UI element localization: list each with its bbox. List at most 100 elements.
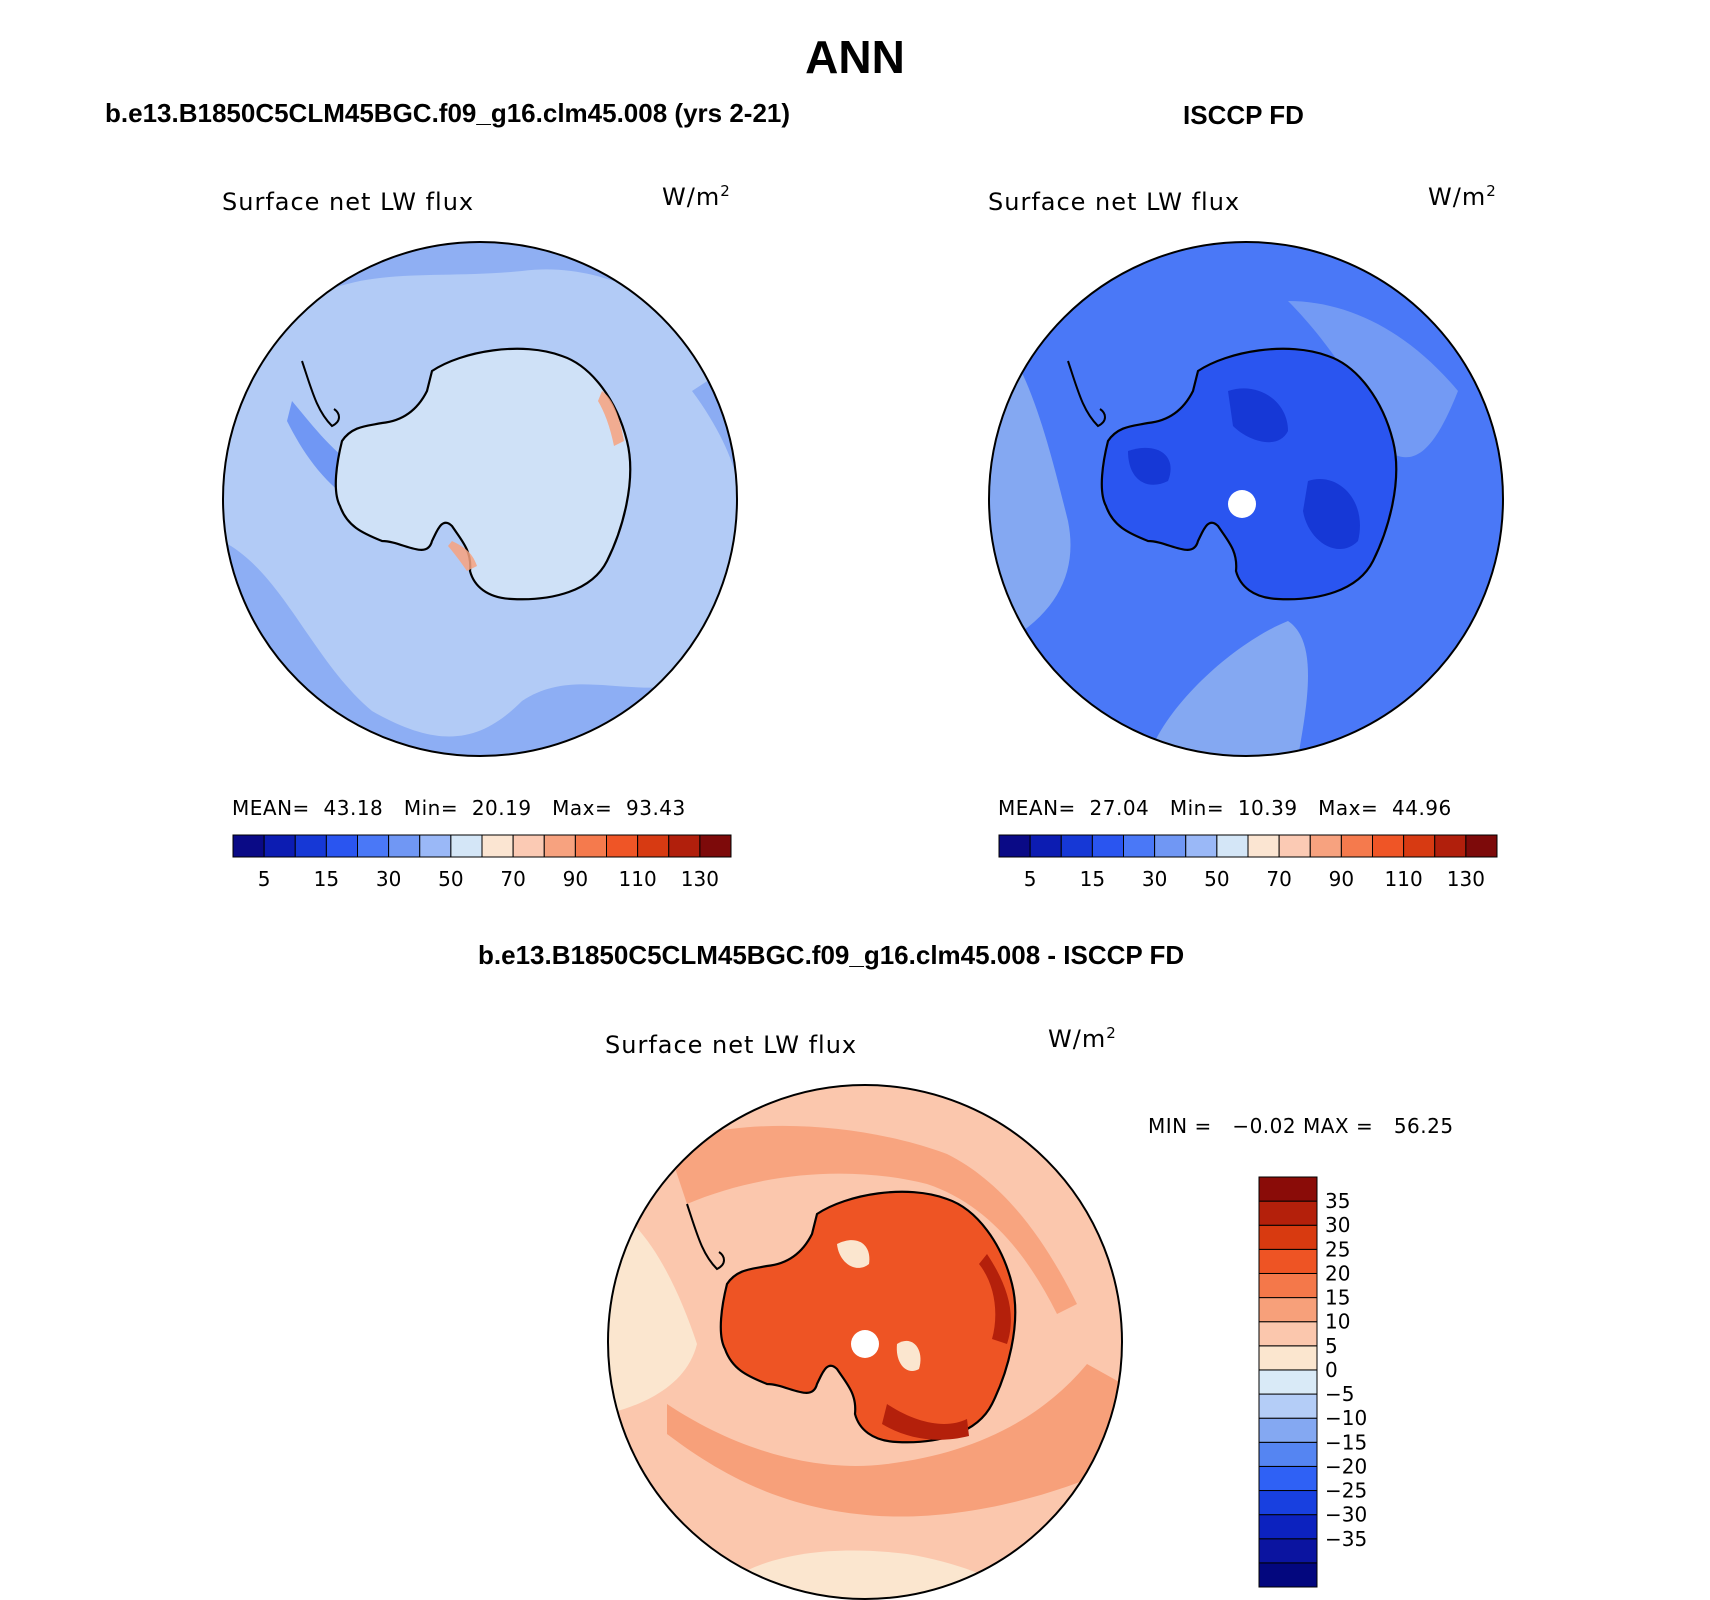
panel3-colorbar-box	[1258, 1417, 1318, 1443]
panel2-colorbar-label: 70	[1266, 867, 1291, 891]
panel1-colorbar-box	[637, 834, 670, 858]
panel3-colorbar-label: 10	[1325, 1310, 1350, 1334]
panel3-peninsula-outline	[686, 1203, 725, 1271]
panel1-colorbar-box	[294, 834, 327, 858]
panel3-deep-patch-east	[979, 1254, 1011, 1344]
panel3-colorbar-box	[1258, 1465, 1318, 1492]
panel3-colorbar-box	[1258, 1441, 1318, 1467]
panel3-light-band-west	[608, 1204, 697, 1414]
panel3-colorbar-box	[1258, 1200, 1318, 1226]
panel1-colorbar-box	[388, 834, 421, 858]
panel2-pole-hole	[1228, 490, 1256, 518]
panel3-colorbar-label: 25	[1325, 1237, 1350, 1261]
panel1-outer-band	[223, 541, 737, 756]
panel3-colorbar-label: −10	[1325, 1406, 1367, 1430]
panel3-colorbar-box	[1258, 1538, 1318, 1564]
panel2-map-border	[988, 241, 1504, 757]
panel1-colorbar-box	[606, 834, 639, 858]
panel3-ring-band	[667, 1364, 1122, 1517]
panel3-deep-patch-south	[882, 1404, 969, 1440]
panel1-colorbar-box	[419, 834, 452, 858]
panel1-colorbar-box	[668, 834, 701, 858]
panel3-colorbar-label: −35	[1325, 1527, 1367, 1551]
panel3-colorbar-label: 35	[1325, 1189, 1350, 1213]
panel2-colorbar-label: 130	[1447, 867, 1485, 891]
panel1-colorbar-label: 70	[500, 867, 525, 891]
panel3-colorbar-box	[1258, 1393, 1318, 1419]
panel1-colorbar-box	[232, 834, 265, 858]
panel1-warm-east-coast	[598, 391, 624, 446]
panel3-colorbar-box	[1258, 1369, 1318, 1395]
panel1-colorbar-label: 130	[681, 867, 719, 891]
panel3-colorbar-label: −30	[1325, 1503, 1367, 1527]
panel3-colorbar-label: −15	[1325, 1430, 1367, 1454]
panel3-colorbar-box	[1258, 1248, 1318, 1274]
panel1-colorbar-label: 30	[376, 867, 401, 891]
panel1-colorbar-box	[263, 834, 296, 858]
panel1-colorbar-box	[543, 834, 576, 858]
panel1-colorbar-box	[512, 834, 545, 858]
panel2-colorbar-label: 30	[1142, 867, 1167, 891]
panel1-colorbar-box	[481, 834, 514, 858]
panel1-colorbar-box	[699, 834, 732, 858]
panel2-colorbar-box	[1434, 834, 1467, 858]
panel3-variable-title: Surface net LW flux	[605, 1031, 858, 1059]
panel1-colorbar-box	[325, 834, 358, 858]
panel3-colorbar-box	[1258, 1272, 1318, 1299]
panel2-colorbar-box	[1403, 834, 1436, 858]
panel1-warm-ross-sea	[448, 541, 477, 571]
panel1-map	[222, 241, 738, 757]
panel2-light-band-east	[1288, 301, 1458, 458]
panel3-colorbar-label: 20	[1325, 1261, 1350, 1285]
panel1-colorbar-label: 5	[258, 867, 271, 891]
panel2-peninsula-outline	[1067, 360, 1106, 428]
panel1-peninsula-outline	[301, 360, 340, 428]
panel2-colorbar-label: 15	[1080, 867, 1105, 891]
panel2-colorbar-box	[1372, 834, 1405, 858]
panel3-colorbar-label: −5	[1325, 1382, 1354, 1406]
panel2-colorbar-box	[1278, 834, 1311, 858]
panel2-colorbar-label: 110	[1385, 867, 1423, 891]
panel1-colorbar-box	[357, 834, 390, 858]
panel3-colorbar-label: 5	[1325, 1334, 1338, 1358]
panel2-colorbar-box	[1060, 834, 1093, 858]
panel2-colorbar: 5 15 30 50 70 90 110 130	[998, 834, 1498, 891]
panel3-colorbar-label: 15	[1325, 1286, 1350, 1310]
panel2-colorbar-box	[1029, 834, 1062, 858]
panel3-colorbar-label: −25	[1325, 1479, 1367, 1503]
panel2-colorbar-box	[1123, 834, 1156, 858]
panel1-case-title: b.e13.B1850C5CLM45BGC.f09_g16.clm45.008 …	[105, 98, 791, 128]
panel3-colorbar-box	[1258, 1176, 1318, 1202]
panel1-variable-title: Surface net LW flux	[222, 188, 475, 216]
panel2-colorbar-label: 5	[1024, 867, 1037, 891]
panel1-map-border	[222, 241, 738, 757]
panel2-colorbar-label: 90	[1329, 867, 1354, 891]
panel3-colorbar-box	[1258, 1345, 1318, 1371]
panel2-colorbar-box	[1247, 834, 1280, 858]
panel3-colorbar-box	[1258, 1224, 1318, 1250]
panel1-colorbar-label: 110	[619, 867, 657, 891]
panel1-colorbar-label: 90	[563, 867, 588, 891]
panel1-stats: MEAN= 43.18 Min= 20.19 Max= 93.43	[232, 796, 686, 820]
panel2-colorbar-box	[1309, 834, 1342, 858]
panel3-colorbar-label: 0	[1325, 1358, 1338, 1382]
panel2-colorbar-box	[1465, 834, 1498, 858]
panel3-light-patch-1	[837, 1240, 870, 1268]
panel1-colorbar-box	[574, 834, 607, 858]
panel2-case-title: ISCCP FD	[1183, 100, 1304, 130]
panel2-deep-patch-2	[1303, 479, 1360, 550]
panel2-stats: MEAN= 27.04 Min= 10.39 Max= 44.96	[998, 796, 1452, 820]
panel3-antarctica-land	[719, 1190, 1017, 1444]
panel2-units: W/m2	[1428, 182, 1497, 211]
panel3-colorbar-label: −20	[1325, 1454, 1367, 1478]
panel3-ring-band-north	[667, 1125, 1077, 1314]
panel1-colorbar-label: 50	[438, 867, 463, 891]
panel3-colorbar-box	[1258, 1297, 1318, 1323]
panel2-light-band-south	[1148, 621, 1308, 756]
panel2-colorbar-box	[998, 834, 1031, 858]
panel3-colorbar-box	[1258, 1321, 1318, 1347]
panel3-colorbar-box	[1258, 1562, 1318, 1588]
panel2-light-band-west	[989, 321, 1071, 661]
panel3-map	[607, 1084, 1123, 1600]
